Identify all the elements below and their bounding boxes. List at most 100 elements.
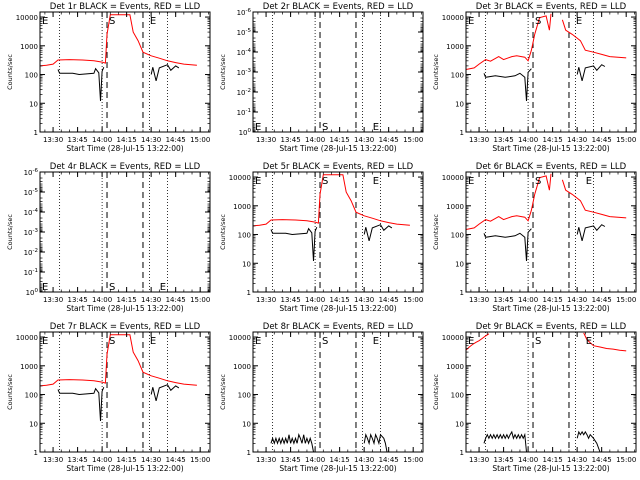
- y-tick-label: 100: [238, 392, 251, 400]
- x-tick-label: 14:30: [567, 136, 587, 144]
- x-tick-label: 13:45: [281, 456, 301, 464]
- x-axis-label: Start Time (28-Jul-15 13:22:00): [492, 144, 609, 153]
- x-tick-label: 14:15: [117, 456, 137, 464]
- x-tick-label: 13:30: [256, 136, 276, 144]
- x-axis-label: Start Time (28-Jul-15 13:22:00): [492, 464, 609, 473]
- event-marker-e: E: [468, 16, 474, 27]
- events-rate-line: [576, 430, 601, 453]
- x-tick-label: 14:15: [543, 136, 563, 144]
- events-rate-line: [270, 227, 318, 262]
- x-tick-label: 14:15: [117, 136, 137, 144]
- event-marker-e: E: [468, 336, 474, 347]
- lld-rate-line: [465, 173, 552, 230]
- event-marker-e: E: [150, 336, 156, 347]
- x-tick-label: 14:00: [305, 456, 325, 464]
- event-marker-e: E: [586, 336, 592, 347]
- x-tick-label: 14:45: [166, 136, 186, 144]
- panel-det-2r: Det 2r BLACK = Events, RED = LLD 100 10-1 1…: [219, 2, 424, 153]
- x-tick-label: 13:30: [43, 456, 63, 464]
- y-tick-label: 10: [455, 420, 464, 428]
- event-marker-s: S: [535, 336, 541, 347]
- x-tick-label: 14:45: [379, 136, 399, 144]
- y-tick-label: 100: [451, 232, 464, 240]
- x-tick-label: 14:00: [92, 296, 112, 304]
- x-tick-label: 14:45: [592, 296, 612, 304]
- panel-det-6r: Det 6r BLACK = Events, RED = LLD 1 10 100 10…: [432, 162, 637, 313]
- x-tick-label: 14:15: [330, 136, 350, 144]
- y-axis-label: Counts/sec: [6, 374, 14, 410]
- x-tick-label: 14:00: [518, 136, 538, 144]
- lld-rate-line: [252, 174, 410, 227]
- y-tick-label: 10: [29, 420, 38, 428]
- x-tick-label: 15:00: [190, 136, 210, 144]
- event-marker-s: S: [109, 336, 115, 347]
- y-axis-label: Counts/sec: [219, 374, 227, 410]
- x-tick-label: 14:00: [92, 456, 112, 464]
- events-rate-line: [270, 433, 314, 453]
- y-axis-label: Counts/sec: [432, 374, 440, 410]
- x-tick-label: 14:30: [141, 296, 161, 304]
- y-tick-label: 10000: [16, 334, 38, 342]
- y-tick-label: 10000: [442, 14, 464, 22]
- panel-title: Det 2r BLACK = Events, RED = LLD: [263, 2, 414, 12]
- lld-rate-line: [39, 334, 197, 387]
- event-marker-s: S: [535, 16, 541, 27]
- x-tick-label: 15:00: [190, 456, 210, 464]
- x-tick-label: 13:30: [43, 296, 63, 304]
- event-marker-e: E: [373, 176, 379, 187]
- x-tick-label: 14:45: [592, 136, 612, 144]
- y-tick-label: 1: [247, 289, 251, 297]
- lld-rate-line: [465, 333, 490, 351]
- x-tick-label: 13:30: [469, 136, 489, 144]
- events-rate-line: [150, 64, 180, 82]
- x-tick-label: 15:00: [403, 296, 423, 304]
- panel-det-9r: Det 9r BLACK = Events, RED = LLD 1 10 100 10…: [432, 322, 637, 473]
- x-tick-label: 14:30: [354, 296, 374, 304]
- x-tick-label: 13:30: [469, 296, 489, 304]
- x-tick-label: 14:00: [305, 136, 325, 144]
- lld-rate-line: [39, 14, 197, 67]
- x-tick-label: 14:30: [141, 136, 161, 144]
- y-tick-label: 10: [242, 260, 251, 268]
- x-tick-label: 14:45: [379, 456, 399, 464]
- y-axis-label: Counts/sec: [6, 54, 14, 90]
- events-rate-line: [57, 387, 105, 422]
- lld-rate-line: [561, 19, 627, 59]
- x-tick-label: 14:30: [354, 456, 374, 464]
- panel-det-7r: Det 7r BLACK = Events, RED = LLD 1 10 100 10…: [6, 322, 211, 473]
- events-rate-line: [483, 228, 532, 262]
- x-tick-label: 13:45: [68, 296, 88, 304]
- event-marker-e: E: [576, 16, 582, 27]
- events-rate-line: [57, 67, 105, 102]
- x-tick-label: 15:00: [190, 296, 210, 304]
- x-tick-label: 14:00: [518, 456, 538, 464]
- x-tick-label: 13:45: [494, 456, 514, 464]
- y-axis-label: Counts/sec: [219, 214, 227, 250]
- y-tick-label: 1: [247, 449, 251, 457]
- events-rate-line: [150, 384, 180, 402]
- x-tick-label: 13:30: [469, 456, 489, 464]
- event-marker-e: E: [42, 16, 48, 27]
- y-tick-label: 1000: [233, 203, 251, 211]
- plot-frame: [252, 11, 424, 133]
- plot-frame: [39, 11, 211, 133]
- x-tick-label: 15:00: [403, 136, 423, 144]
- x-axis-label: Start Time (28-Jul-15 13:22:00): [66, 464, 183, 473]
- panel-det-3r: Det 3r BLACK = Events, RED = LLD 1 10 100 10…: [432, 2, 637, 153]
- event-marker-e: E: [255, 122, 261, 133]
- x-tick-label: 14:45: [592, 456, 612, 464]
- x-tick-label: 14:45: [379, 296, 399, 304]
- y-axis-label: Counts/sec: [432, 214, 440, 250]
- panel-det-5r: Det 5r BLACK = Events, RED = LLD 1 10 100 10…: [219, 162, 424, 313]
- plot-frame: [39, 331, 211, 453]
- panel-title: Det 5r BLACK = Events, RED = LLD: [263, 162, 414, 172]
- x-tick-label: 14:45: [166, 456, 186, 464]
- y-tick-label: 1: [460, 449, 464, 457]
- y-tick-label: 10-6: [24, 168, 39, 177]
- x-tick-label: 14:15: [330, 296, 350, 304]
- plot-frame: [39, 171, 211, 293]
- event-marker-s: S: [322, 336, 328, 347]
- event-marker-s: S: [322, 122, 328, 133]
- y-tick-label: 1000: [233, 363, 251, 371]
